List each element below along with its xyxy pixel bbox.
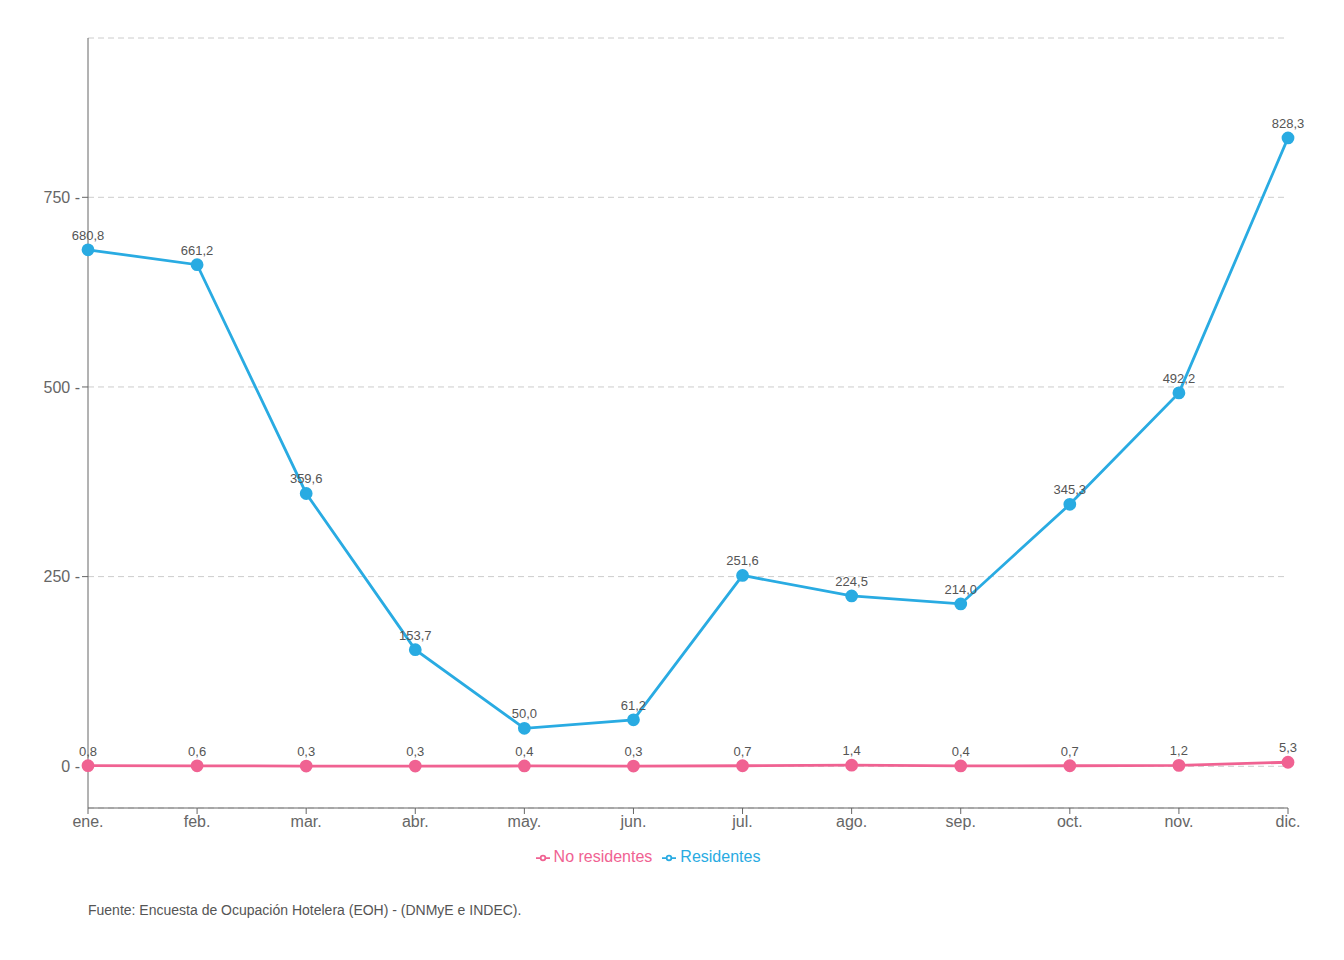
svg-text:jun.: jun. <box>620 813 647 830</box>
svg-text:828,3: 828,3 <box>1272 116 1305 131</box>
svg-text:251,6: 251,6 <box>726 553 759 568</box>
html-text:No residentes: No residentes <box>553 848 653 865</box>
svg-text:ago.: ago. <box>836 813 867 830</box>
svg-text:214,0: 214,0 <box>944 582 977 597</box>
svg-text:0,8: 0,8 <box>79 744 97 759</box>
svg-text:0,6: 0,6 <box>188 744 206 759</box>
svg-text:50,0: 50,0 <box>512 706 537 721</box>
svg-text:dic.: dic. <box>1276 813 1301 830</box>
html-text:Fuente: Encuesta de Ocupación: Fuente: Encuesta de Ocupación Hotelera (… <box>88 902 522 918</box>
svg-text:may.: may. <box>508 813 541 830</box>
svg-text:0 -: 0 - <box>61 758 80 775</box>
svg-text:0,4: 0,4 <box>952 744 970 759</box>
svg-text:0,4: 0,4 <box>515 744 533 759</box>
svg-text:750 -: 750 - <box>44 189 80 206</box>
svg-text:sep.: sep. <box>946 813 976 830</box>
svg-text:mar.: mar. <box>291 813 322 830</box>
svg-text:345,3: 345,3 <box>1054 482 1087 497</box>
svg-text:153,7: 153,7 <box>399 628 432 643</box>
svg-text:oct.: oct. <box>1057 813 1083 830</box>
svg-text:680,8: 680,8 <box>72 228 105 243</box>
svg-text:61,2: 61,2 <box>621 698 646 713</box>
svg-text:250 -: 250 - <box>44 568 80 585</box>
svg-text:0,7: 0,7 <box>1061 744 1079 759</box>
svg-text:1,2: 1,2 <box>1170 743 1188 758</box>
svg-text:abr.: abr. <box>402 813 429 830</box>
svg-text:500 -: 500 - <box>44 379 80 396</box>
svg-text:1,4: 1,4 <box>843 743 861 758</box>
svg-text:jul.: jul. <box>731 813 752 830</box>
html-text:Residentes: Residentes <box>680 848 761 865</box>
svg-text:492,2: 492,2 <box>1163 371 1196 386</box>
svg-text:359,6: 359,6 <box>290 471 323 486</box>
svg-text:5,3: 5,3 <box>1279 740 1297 755</box>
svg-text:0,7: 0,7 <box>734 744 752 759</box>
svg-text:nov.: nov. <box>1164 813 1193 830</box>
svg-text:0,3: 0,3 <box>624 744 642 759</box>
svg-text:224,5: 224,5 <box>835 574 868 589</box>
svg-text:0,3: 0,3 <box>406 744 424 759</box>
svg-text:661,2: 661,2 <box>181 243 214 258</box>
svg-text:0,3: 0,3 <box>297 744 315 759</box>
svg-text:feb.: feb. <box>184 813 211 830</box>
svg-text:ene.: ene. <box>72 813 103 830</box>
